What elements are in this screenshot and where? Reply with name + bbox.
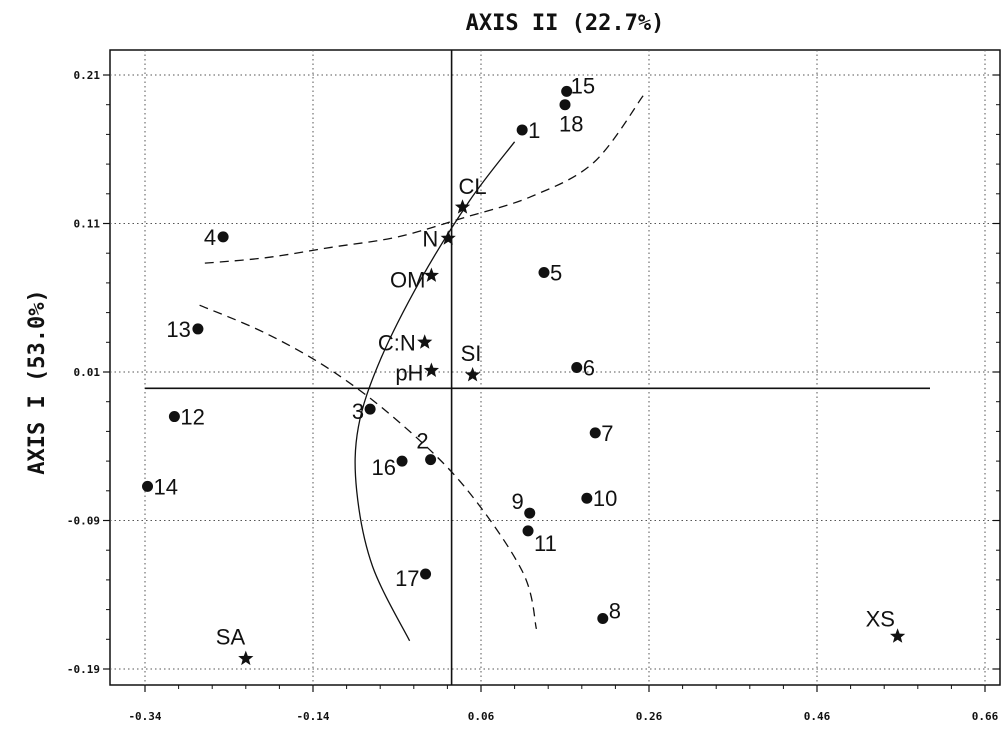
site-point: [396, 455, 408, 467]
y-tick-label: 0.01: [74, 366, 101, 379]
variable-star-point: [238, 650, 254, 666]
site-point: [217, 231, 229, 243]
variable-star-point: [423, 267, 439, 282]
site-label: 4: [204, 225, 216, 250]
site-point: [364, 403, 376, 415]
variable-label: SI: [461, 341, 482, 366]
dashed-boundary-curve: [199, 304, 538, 630]
site-label: 12: [180, 405, 204, 430]
x-tick-label: 0.46: [804, 710, 831, 723]
site-point: [538, 267, 550, 279]
y-tick-label: 0.21: [74, 69, 101, 82]
variable-label: SA: [216, 625, 246, 650]
variable-label: N: [422, 226, 438, 251]
site-label: 6: [583, 356, 595, 381]
site-point: [524, 507, 536, 519]
variable-label: OM: [390, 267, 425, 292]
site-label: 7: [601, 421, 613, 446]
site-label: 13: [166, 317, 190, 342]
variable-star-point: [440, 230, 456, 245]
variable-label: XS: [866, 606, 895, 631]
y-tick-label: -0.19: [67, 663, 100, 676]
site-label: 3: [352, 399, 364, 424]
x-tick-label: 0.26: [636, 710, 663, 723]
site-point: [516, 124, 528, 136]
site-point: [581, 492, 593, 504]
site-label: 1: [528, 118, 540, 143]
site-label: 11: [534, 531, 557, 556]
site-point: [589, 427, 601, 439]
x-tick-label: 0.66: [972, 710, 999, 723]
x-tick-label: -0.34: [128, 710, 161, 723]
variable-star-point: [423, 362, 439, 377]
variable-label: pH: [395, 361, 423, 386]
y-axis-label: AXIS I (53.0%): [25, 289, 50, 474]
variable-label: CL: [459, 174, 487, 199]
site-point: [168, 411, 180, 423]
site-point: [142, 480, 154, 492]
site-label: 2: [416, 429, 428, 454]
site-point: [425, 454, 437, 466]
site-label: 18: [559, 112, 583, 137]
variable-star-point: [454, 199, 471, 214]
site-point: [420, 568, 432, 580]
site-label: 9: [511, 489, 523, 514]
x-tick-label: -0.14: [296, 710, 329, 723]
chart-title: AXIS II (22.7%): [466, 11, 665, 36]
site-point: [561, 85, 573, 97]
variable-star-point: [465, 367, 481, 382]
site-label: 5: [550, 261, 562, 286]
plot-frame: [109, 49, 1001, 686]
variable-star-point: [890, 628, 906, 643]
site-point: [192, 323, 204, 335]
site-label: 16: [372, 455, 396, 480]
dashed-boundary-curve: [199, 95, 644, 265]
site-point: [559, 99, 571, 111]
site-point: [571, 362, 583, 374]
site-point: [597, 613, 609, 625]
site-point: [522, 525, 534, 537]
variable-star-point: [417, 334, 433, 349]
site-label: 10: [593, 486, 617, 511]
site-label: 8: [609, 599, 621, 624]
site-label: 15: [571, 73, 595, 98]
site-label: 14: [154, 474, 178, 499]
solid-boundary-curve: [354, 141, 516, 642]
y-tick-label: -0.09: [67, 515, 100, 528]
y-tick-label: 0.11: [74, 218, 101, 231]
x-tick-label: 0.06: [468, 710, 495, 723]
site-label: 17: [395, 566, 419, 591]
variable-label: C:N: [378, 330, 416, 355]
